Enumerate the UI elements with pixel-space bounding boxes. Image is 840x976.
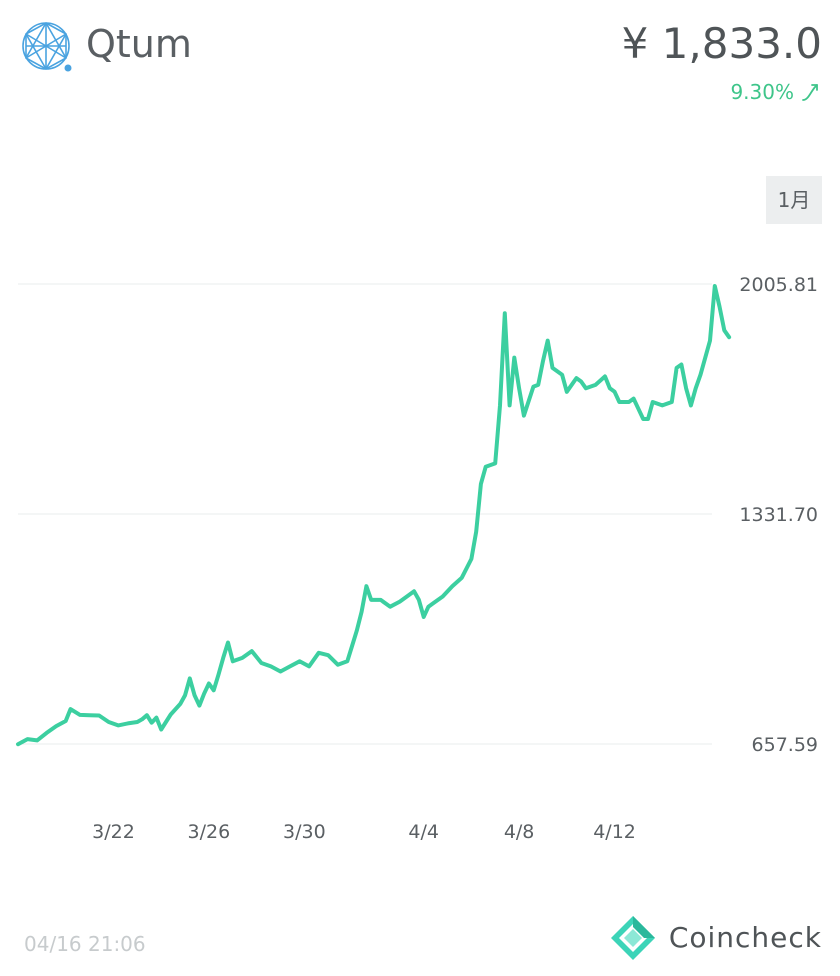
x-tick-label: 4/4 bbox=[408, 821, 439, 843]
brand-name: Coincheck bbox=[668, 921, 822, 954]
trend-up-icon bbox=[802, 84, 818, 101]
x-tick-label: 4/8 bbox=[504, 821, 535, 843]
price-chart: 2005.81 1331.70 657.59 3/22 3/26 3/30 4/4 4/8 4… bbox=[16, 274, 818, 843]
coin-name: Qtum bbox=[86, 22, 192, 66]
current-price: ¥ 1,833.0 bbox=[621, 19, 822, 68]
qtum-logo-icon bbox=[22, 22, 72, 72]
coincheck-brand: Coincheck bbox=[609, 914, 822, 962]
x-tick-label: 3/30 bbox=[283, 821, 326, 843]
x-axis-labels: 3/22 3/26 3/30 4/4 4/8 4/12 bbox=[92, 821, 636, 843]
y-tick-label: 657.59 bbox=[752, 734, 818, 756]
y-tick-label: 2005.81 bbox=[739, 274, 818, 296]
series-layer bbox=[16, 284, 732, 747]
y-axis-labels: 2005.81 1331.70 657.59 bbox=[739, 274, 818, 756]
range-1-month-button[interactable]: 1月 bbox=[766, 176, 822, 224]
chart-grid bbox=[18, 283, 712, 745]
timestamp: 04/16 21:06 bbox=[24, 932, 146, 956]
price-series-line bbox=[16, 284, 732, 747]
x-tick-label: 3/22 bbox=[92, 821, 135, 843]
x-tick-label: 4/12 bbox=[593, 821, 636, 843]
y-tick-label: 1331.70 bbox=[739, 504, 818, 526]
change-percent: 9.30% bbox=[730, 80, 794, 104]
x-tick-label: 3/26 bbox=[188, 821, 231, 843]
coincheck-logo-icon bbox=[610, 916, 655, 960]
price-change: 9.30% bbox=[730, 78, 822, 106]
